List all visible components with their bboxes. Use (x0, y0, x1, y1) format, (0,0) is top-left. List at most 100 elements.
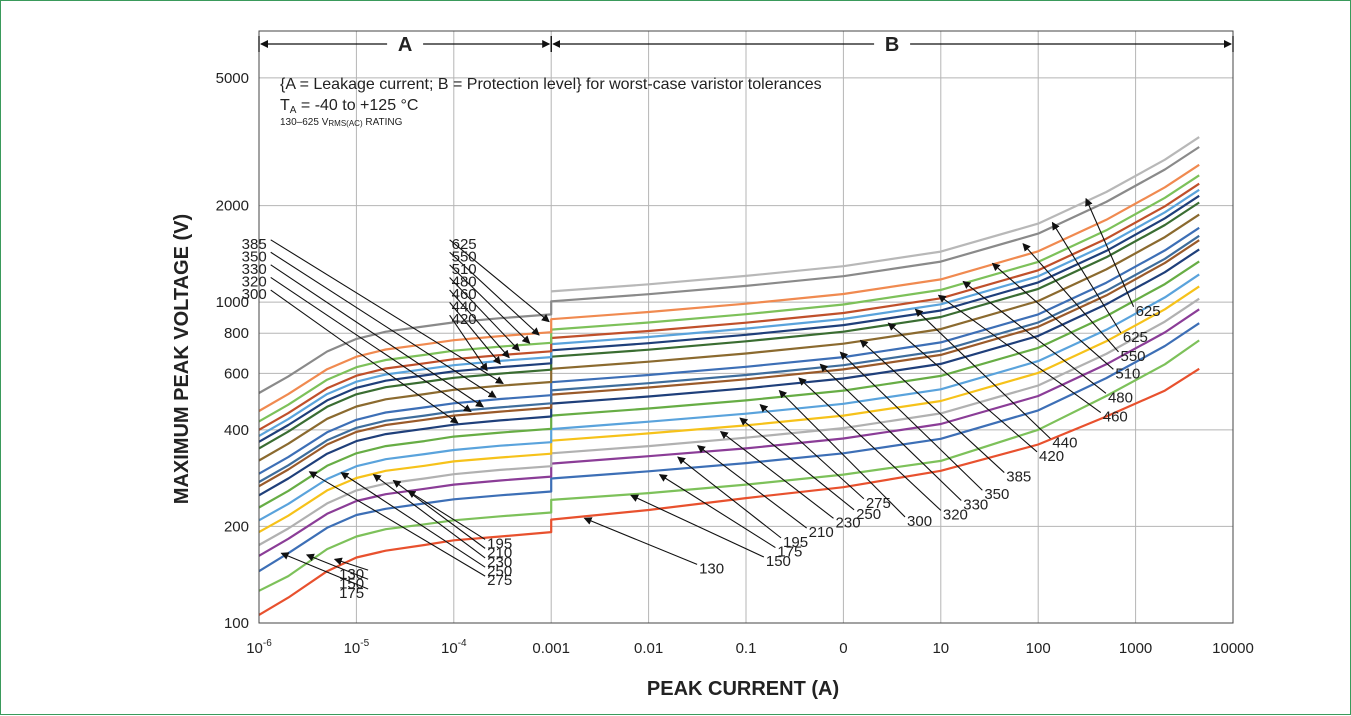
callout-arrow-440 (449, 302, 501, 365)
callout-arrow-625 (1051, 221, 1122, 334)
annotation-rating-sub: RMS(AC) (328, 119, 363, 128)
x-tick-label: 10-6 (246, 638, 272, 657)
annotation-line-3: 130–625 VRMS(AC) RATING (280, 117, 403, 128)
y-tick-label: 1000 (216, 294, 249, 311)
callout-label-175: 175 (339, 585, 364, 602)
annotation-rating-word: RATING (363, 117, 403, 128)
series-line-625 (258, 146, 1200, 394)
callout-arrow-150 (630, 494, 765, 558)
callout-arrow-350 (839, 351, 983, 491)
callout-label-175: 175 (777, 544, 802, 561)
callout-label-300: 300 (242, 286, 267, 303)
annotation-temp-symbol: T (280, 97, 290, 114)
curve-callouts: 3853503303203006255505104804604404201952… (242, 197, 1161, 602)
callout-arrow-300 (778, 389, 906, 518)
callout-label-330: 330 (963, 497, 988, 514)
series-line-175 (258, 322, 1200, 573)
callout-arrow-385 (270, 239, 504, 384)
series-line-385 (258, 213, 1200, 462)
callout-label-275: 275 (866, 495, 891, 512)
annotation-temp-range: = -40 to +125 °C (296, 97, 418, 114)
callout-label-420: 420 (452, 311, 477, 328)
callout-arrow-420 (449, 314, 488, 372)
callout-arrow-210 (392, 479, 486, 549)
callout-label-440: 440 (1052, 435, 1077, 452)
x-tick-label: 0.001 (532, 640, 570, 657)
callout-arrow-440 (914, 308, 1051, 439)
x-tick-label: 10 (932, 640, 949, 657)
axes: 10-6 10-5 10-4 0.001 0.01 0.1 0 10 100 1000 10000 1… (216, 30, 1254, 657)
series-line-275 (258, 260, 1200, 509)
callout-label-625: 625 (1123, 329, 1148, 346)
y-tick-label: 200 (224, 518, 249, 535)
callout-label-510: 510 (1115, 365, 1140, 382)
callout-arrow-480 (449, 277, 520, 352)
callout-label-250: 250 (487, 563, 512, 580)
series-line-330 (258, 234, 1200, 483)
series-line-210 (258, 297, 1200, 546)
x-tick-label: 0.1 (736, 640, 757, 657)
callout-arrow-480 (962, 280, 1107, 394)
series-line-480 (258, 182, 1200, 431)
callout-arrow-330 (819, 363, 962, 501)
callout-label-150: 150 (766, 553, 791, 570)
callout-label-275: 275 (487, 572, 512, 589)
callout-arrow-625 (449, 239, 550, 323)
y-axis-title: MAXIMUM PEAK VOLTAGE (V) (171, 214, 193, 504)
callout-label-385: 385 (1006, 469, 1031, 486)
callout-arrow-175 (280, 552, 369, 590)
callout-arrow-510 (991, 262, 1114, 370)
callout-arrow-250 (340, 472, 486, 568)
callout-arrow-550 (449, 251, 540, 336)
callout-label-350: 350 (242, 248, 267, 265)
callout-arrow-300 (270, 289, 459, 424)
series-line-250 (258, 273, 1200, 522)
callout-arrow-330 (270, 264, 484, 408)
x-tick-label: 1000 (1119, 640, 1152, 657)
callout-arrow-130 (583, 517, 698, 565)
callout-label-230: 230 (487, 554, 512, 571)
callout-arrow-150 (305, 553, 369, 580)
series-line-130 (258, 367, 1200, 616)
callout-arrow-320 (270, 277, 472, 413)
callout-arrow-460 (449, 289, 510, 359)
callout-label-480: 480 (1108, 389, 1133, 406)
series-line-195 (258, 308, 1200, 557)
callout-label-320: 320 (242, 273, 267, 290)
series-line-350 (258, 226, 1200, 475)
callout-arrow-275 (308, 471, 486, 577)
callout-arrow-210 (697, 445, 808, 529)
callout-label-550: 550 (1121, 348, 1146, 365)
callout-label-300: 300 (907, 513, 932, 530)
y-tick-label: 400 (224, 422, 249, 439)
x-tick-label: 100 (1026, 640, 1051, 657)
callout-label-210: 210 (487, 544, 512, 561)
annotation-rating-range: 130–625 V (280, 117, 329, 128)
callout-label-550: 550 (452, 248, 477, 265)
callout-label-385: 385 (242, 236, 267, 253)
y-tick-label: 100 (224, 615, 249, 632)
annotation-line-1: {A = Leakage current; B = Protection lev… (280, 76, 822, 93)
callout-arrow-130 (333, 557, 369, 571)
callout-label-440: 440 (452, 298, 477, 315)
callout-label-320: 320 (943, 506, 968, 523)
callout-label-330: 330 (242, 261, 267, 278)
annotation-line-2: TA = -40 to +125 °C (280, 97, 418, 116)
annotation-temp-sub: A (290, 105, 297, 116)
callout-arrow-385 (859, 339, 1005, 473)
callout-label-460: 460 (1103, 409, 1128, 426)
callout-arrow-275 (759, 404, 865, 500)
y-tick-label: 600 (224, 365, 249, 382)
series-line-550 (258, 163, 1200, 412)
y-tick-label: 800 (224, 325, 249, 342)
callout-label-130: 130 (699, 560, 724, 577)
series-line-150 (258, 339, 1200, 592)
callout-label-195: 195 (487, 535, 512, 552)
callout-label-625: 625 (452, 236, 477, 253)
zone-label-B: B (885, 34, 899, 56)
y-tick-label: 5000 (216, 70, 249, 87)
callout-label-420: 420 (1039, 448, 1064, 465)
callout-arrow-175 (658, 474, 776, 549)
